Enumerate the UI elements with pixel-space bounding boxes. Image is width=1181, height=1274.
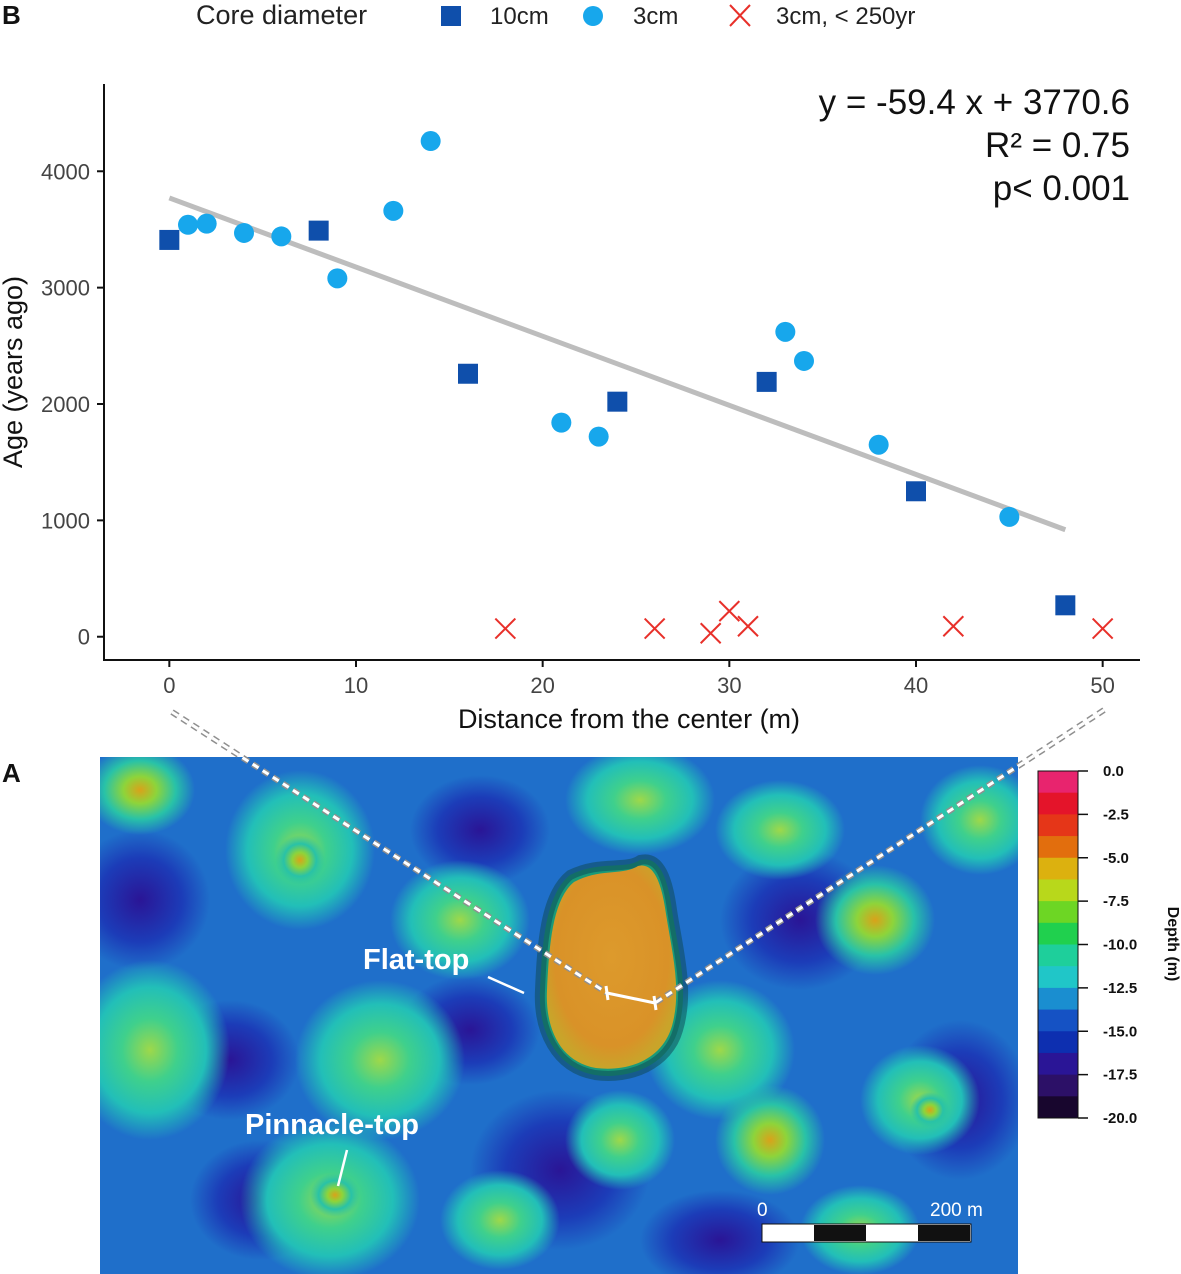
regression-equation: y = -59.4 x + 3770.6 [819, 83, 1130, 122]
colorbar-block [1038, 814, 1078, 837]
point-3cm [420, 131, 441, 152]
point-3cm [551, 412, 572, 433]
legend-title: Core diameter [196, 0, 367, 30]
x-tick-label: 20 [530, 673, 554, 698]
legend-marker-10cm [441, 6, 461, 26]
point-3cm-under-250yr [737, 615, 759, 637]
legend-marker-3cm [583, 6, 603, 26]
colorbar-block [1038, 922, 1078, 945]
point-3cm [271, 226, 292, 247]
colorbar-tick-label: -10.0 [1103, 937, 1137, 954]
colorbar-block [1038, 771, 1078, 794]
depth-colorbar: 0.0 -2.5 -5.0 -7.5 -10.0 -12.5 -15.0 -17.5 -20.0… [1037, 763, 1181, 1127]
pinnacle-top-leader [336, 1149, 349, 1187]
x-tick-label: 0 [163, 673, 175, 698]
point-3cm-under-250yr [942, 615, 965, 637]
point-3cm [775, 321, 796, 342]
point-3cm [999, 506, 1020, 527]
point-3cm-under-250yr [643, 617, 666, 640]
y-tick-label: 2000 [41, 392, 90, 417]
flat-top-label: Flat-top [363, 944, 469, 976]
y-tick-label: 4000 [41, 159, 90, 184]
x-tick-label: 10 [344, 673, 368, 698]
colorbar-block [1038, 966, 1078, 989]
x-tick-label: 30 [717, 673, 741, 698]
colorbar-tick-label: -12.5 [1103, 980, 1137, 997]
panel-letter-b: B [2, 0, 21, 30]
point-3cm [868, 434, 889, 455]
colorbar-tick-label: -2.5 [1103, 806, 1129, 823]
legend-label-3cm: 3cm [633, 3, 678, 30]
legend: Core diameter 10cm 3cm 3cm, < 250yr [196, 0, 915, 30]
colorbar-block [1038, 1074, 1078, 1097]
plot-area: 0 1000 2000 3000 4000 0 10 20 30 40 50 [41, 84, 1140, 698]
colorbar-title: Depth (m) [1164, 907, 1181, 982]
x-tick-label: 40 [904, 673, 928, 698]
scale-bar-end: 200 m [930, 1200, 983, 1221]
point-3cm [178, 214, 198, 235]
x-axis-title: Distance from the center (m) [458, 704, 800, 734]
colorbar-tick-label: -20.0 [1103, 1110, 1137, 1127]
colorbar-block [1038, 1031, 1078, 1054]
colorbar-block [1038, 901, 1078, 924]
regression-line [168, 195, 1067, 533]
x-tick-label: 50 [1090, 673, 1114, 698]
legend-label-10cm: 10cm [490, 3, 549, 30]
colorbar-block [1038, 1096, 1078, 1119]
point-3cm [588, 426, 609, 447]
colorbar-tick-label: -17.5 [1103, 1067, 1137, 1084]
y-tick-label: 3000 [41, 276, 90, 301]
colorbar-tick-label: -15.0 [1103, 1023, 1137, 1040]
colorbar-tick-label: -5.0 [1103, 850, 1129, 867]
point-3cm-under-250yr [699, 622, 722, 644]
regression-r-squared: R² = 0.75 [985, 126, 1130, 165]
legend-label-3cm-under-250yr: 3cm, < 250yr [776, 3, 915, 30]
colorbar-block [1038, 792, 1078, 815]
point-3cm [327, 268, 348, 289]
colorbar-block [1038, 944, 1078, 967]
regression-annotation: y = -59.4 x + 3770.6 R² = 0.75 p< 0.001 [819, 83, 1130, 208]
point-10cm [159, 229, 180, 250]
point-3cm-under-250yr [718, 600, 741, 622]
y-tick-label: 1000 [41, 508, 90, 533]
point-3cm-under-250yr [1091, 617, 1114, 640]
y-ticks: 0 1000 2000 3000 4000 [41, 159, 104, 650]
point-10cm [756, 371, 777, 392]
y-axis-title: Age (years ago) [0, 276, 28, 468]
point-3cm [794, 350, 814, 371]
point-10cm [308, 220, 329, 241]
point-3cm [383, 200, 404, 221]
data-points [159, 131, 1114, 644]
colorbar-tick-label: -7.5 [1103, 893, 1129, 910]
flat-top-leader [487, 975, 525, 995]
point-10cm [607, 391, 628, 412]
colorbar-block [1038, 879, 1078, 902]
bathymetry-map [100, 757, 1018, 1274]
colorbar-block [1038, 836, 1078, 859]
regression-p-value: p< 0.001 [993, 169, 1130, 208]
colorbar-block [1038, 987, 1078, 1011]
point-10cm [1055, 595, 1076, 616]
y-tick-label: 0 [78, 625, 90, 650]
colorbar-block [1038, 1052, 1078, 1076]
point-3cm [196, 213, 217, 234]
colorbar-block [1038, 1009, 1078, 1032]
point-10cm [906, 481, 926, 502]
legend-marker-3cm-under-250yr [729, 4, 751, 27]
point-3cm [234, 222, 254, 243]
projection-lines [170, 707, 1106, 1011]
x-ticks: 0 10 20 30 40 50 [163, 660, 1115, 698]
pinnacle-top-label: Pinnacle-top [245, 1109, 419, 1141]
scale-bar: 0 200 m [757, 1200, 983, 1243]
panel-letter-a: A [2, 758, 21, 788]
colorbar-block [1038, 857, 1078, 880]
point-10cm [458, 363, 478, 384]
scale-bar-start: 0 [757, 1200, 768, 1221]
point-3cm-under-250yr [494, 617, 517, 640]
colorbar-tick-label: 0.0 [1103, 763, 1124, 780]
